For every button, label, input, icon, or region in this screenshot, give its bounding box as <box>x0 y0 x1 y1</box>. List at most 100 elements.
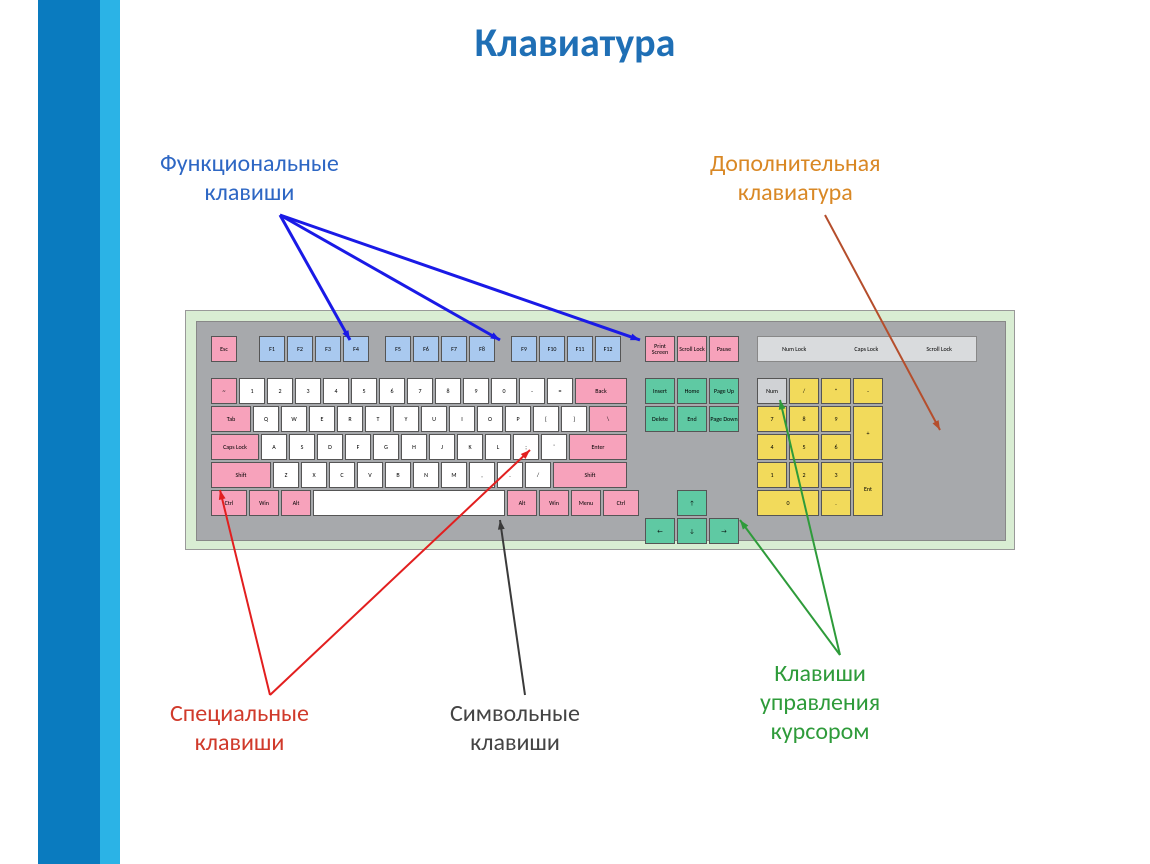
key: , <box>469 462 495 488</box>
key: J <box>429 434 455 460</box>
key: Pause <box>709 336 739 362</box>
key: F8 <box>469 336 495 362</box>
key: Y <box>393 406 419 432</box>
key: 2 <box>789 462 819 488</box>
key: / <box>789 378 819 404</box>
key: ' <box>541 434 567 460</box>
key: 0 <box>491 378 517 404</box>
key <box>313 490 505 516</box>
key: F12 <box>595 336 621 362</box>
key: 5 <box>351 378 377 404</box>
key: = <box>547 378 573 404</box>
key: B <box>385 462 411 488</box>
key: 6 <box>379 378 405 404</box>
key: 3 <box>821 462 851 488</box>
key: L <box>485 434 511 460</box>
key: 7 <box>757 406 787 432</box>
key: Alt <box>281 490 311 516</box>
key: Ctrl <box>603 490 639 516</box>
key: 6 <box>821 434 851 460</box>
key: F <box>345 434 371 460</box>
key: T <box>365 406 391 432</box>
key: F5 <box>385 336 411 362</box>
key: Insert <box>645 378 675 404</box>
key: 3 <box>295 378 321 404</box>
key: 4 <box>323 378 349 404</box>
key: D <box>317 434 343 460</box>
key: C <box>329 462 355 488</box>
key: Esc <box>211 336 237 362</box>
keyboard-diagram: EscF1F2F3F4F5F6F7F8F9F10F11F12Print Scre… <box>185 310 1015 550</box>
key: Scroll Lock <box>677 336 707 362</box>
key: F3 <box>315 336 341 362</box>
key: Print Screen <box>645 336 675 362</box>
key: \ <box>589 406 627 432</box>
key: - <box>853 378 883 404</box>
label-special: Специальныеклавиши <box>170 700 309 758</box>
key: G <box>373 434 399 460</box>
key: V <box>357 462 383 488</box>
key: 9 <box>463 378 489 404</box>
label-cursor: Клавишиуправлениякурсором <box>760 660 880 746</box>
label-symbolic: Символьныеклавиши <box>450 700 580 758</box>
key: Win <box>539 490 569 516</box>
key: F2 <box>287 336 313 362</box>
key: Menu <box>571 490 601 516</box>
key: . <box>497 462 523 488</box>
key: Back <box>575 378 627 404</box>
key: 0 <box>757 490 819 516</box>
key: U <box>421 406 447 432</box>
key: 5 <box>789 434 819 460</box>
keyboard-body: EscF1F2F3F4F5F6F7F8F9F10F11F12Print Scre… <box>196 321 1006 541</box>
key: A <box>261 434 287 460</box>
key: / <box>525 462 551 488</box>
key: P <box>505 406 531 432</box>
key: X <box>301 462 327 488</box>
key: F7 <box>441 336 467 362</box>
key: Delete <box>645 406 675 432</box>
key: → <box>709 518 739 544</box>
key: Caps Lock <box>211 434 259 460</box>
key: 1 <box>239 378 265 404</box>
lock-indicator-panel: Num LockCaps LockScroll Lock <box>757 336 977 362</box>
label-additional: Дополнительнаяклавиатура <box>710 150 881 208</box>
key: 1 <box>757 462 787 488</box>
key: W <box>281 406 307 432</box>
key: 8 <box>435 378 461 404</box>
key: F1 <box>259 336 285 362</box>
key: ↓ <box>677 518 707 544</box>
key: Page Down <box>709 406 739 432</box>
key: E <box>309 406 335 432</box>
key: Z <box>273 462 299 488</box>
key: I <box>449 406 475 432</box>
key: 8 <box>789 406 819 432</box>
key: Alt <box>507 490 537 516</box>
sidebar-stripe-dark <box>38 0 100 864</box>
key: 7 <box>407 378 433 404</box>
label-functional: Функциональныеклавиши <box>160 150 339 208</box>
key: O <box>477 406 503 432</box>
key: Q <box>253 406 279 432</box>
key: Win <box>249 490 279 516</box>
key: ] <box>561 406 587 432</box>
key: Num <box>757 378 787 404</box>
key: ~ <box>211 378 237 404</box>
key: F9 <box>511 336 537 362</box>
key: 2 <box>267 378 293 404</box>
key: [ <box>533 406 559 432</box>
key: 4 <box>757 434 787 460</box>
key: Page Up <box>709 378 739 404</box>
key: + <box>853 406 883 460</box>
key: F6 <box>413 336 439 362</box>
key: K <box>457 434 483 460</box>
key: - <box>519 378 545 404</box>
sidebar-decoration <box>0 0 120 864</box>
key: F4 <box>343 336 369 362</box>
key: Enter <box>569 434 627 460</box>
key: End <box>677 406 707 432</box>
key: H <box>401 434 427 460</box>
key: F10 <box>539 336 565 362</box>
key: Ent <box>853 462 883 516</box>
key: ; <box>513 434 539 460</box>
sidebar-stripe-light <box>100 0 120 864</box>
